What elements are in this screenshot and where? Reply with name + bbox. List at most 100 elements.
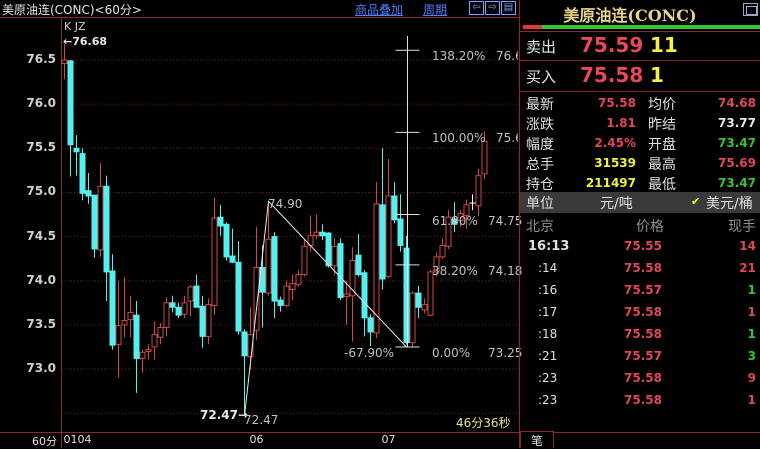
tick-price: 75.58: [624, 393, 662, 407]
stat-value: 75.58: [598, 96, 636, 110]
tick-volume: 1: [747, 305, 756, 319]
candle-down: [319, 231, 326, 237]
period-label: 60分: [32, 435, 57, 448]
unit-selector: 单位 元/吨 ✔ 美元/桶: [520, 192, 760, 213]
unit-label: 单位: [526, 196, 554, 212]
tick-volume: 1: [747, 283, 756, 297]
y-tick-label: 75.0: [26, 184, 56, 199]
swing-line: [244, 200, 407, 416]
candle-down: [271, 236, 278, 302]
candle-down: [109, 270, 116, 346]
fib-level-pct: 0.00%: [432, 345, 471, 360]
maximize-icon[interactable]: [743, 3, 758, 16]
tick-time: :17: [538, 305, 558, 319]
quote-title: 美原油连(CONC): [563, 6, 697, 25]
ticks-header-volume: 现手: [728, 219, 756, 235]
tick-price: 75.55: [624, 239, 662, 253]
y-tick-label: 74.0: [26, 272, 56, 287]
divider: [554, 432, 760, 433]
candle-down: [91, 194, 98, 250]
stat-label: 均价: [648, 97, 676, 113]
ticks-header-price: 价格: [636, 219, 664, 235]
tick-time: :23: [538, 393, 558, 407]
period-link[interactable]: 周期: [423, 3, 448, 17]
bid-label: 买入: [526, 68, 557, 86]
tick-time: 16:13: [528, 239, 570, 254]
stat-label: 开盘: [648, 137, 676, 153]
candle-up: [283, 285, 290, 306]
chart-header: 美原油连(CONC)<60分> 商品叠加 周期 ⇦ ⇨ ▤: [0, 0, 519, 18]
layout-icon[interactable]: ▤: [501, 1, 516, 15]
candle-up: [157, 327, 164, 338]
chart-title: 美原油连(CONC)<60分>: [2, 3, 142, 17]
fib-level-value: 75.6: [496, 131, 518, 146]
swing-low-label: 72.47: [244, 412, 279, 427]
x-tick-label: 0104: [63, 433, 92, 446]
y-tick-label: 76.5: [26, 52, 56, 66]
candle-up: [463, 204, 470, 216]
candle-up: [289, 282, 296, 291]
candle-up: [205, 304, 212, 337]
tick-volume: 3: [747, 349, 756, 363]
stat-value: 2.45%: [594, 136, 636, 150]
candle-down: [451, 218, 458, 225]
candle-down: [391, 195, 398, 221]
y-tick-label: 76.0: [26, 96, 56, 111]
candle-up: [421, 304, 428, 311]
unit-option-yuan-ton[interactable]: 元/吨: [600, 196, 633, 212]
candle-down: [175, 306, 182, 316]
tick-time: :16: [538, 283, 558, 297]
overlay-link[interactable]: 商品叠加: [355, 3, 404, 17]
candle-up: [439, 244, 446, 258]
unit-option-usd-barrel[interactable]: 美元/桶: [706, 196, 753, 212]
arrow-left-icon[interactable]: ⇦: [469, 1, 484, 15]
tick-price: 75.57: [624, 283, 662, 297]
countdown: 46分36秒: [456, 416, 511, 430]
candle-down: [217, 216, 224, 227]
arrow-right-icon[interactable]: ⇨: [485, 1, 500, 15]
stat-value: 74.68: [718, 96, 756, 110]
candlestick-chart[interactable]: [0, 0, 519, 448]
tick-volume: 21: [739, 261, 756, 275]
x-tick-label: 06: [249, 433, 264, 446]
candle-down: [223, 223, 230, 258]
candle-down: [397, 218, 404, 246]
candle-up: [373, 203, 380, 334]
stat-value: 73.47: [718, 136, 756, 150]
fib-level-pct: 38.20%: [432, 263, 478, 278]
candle-up: [427, 271, 434, 316]
stat-label: 涨跌: [526, 117, 554, 133]
y-tick-label: 73.5: [26, 316, 56, 331]
candle-up: [145, 349, 152, 352]
candle-down: [355, 254, 362, 276]
tick-price: 75.57: [624, 349, 662, 363]
bid-ask-ratio-bar: [523, 25, 760, 29]
bid-price: 75.58: [580, 63, 644, 87]
candle-up: [433, 256, 440, 273]
stat-value: 73.47: [718, 176, 756, 190]
candle-down: [169, 302, 176, 308]
candle-down: [67, 60, 74, 146]
y-tick-label: 74.5: [26, 228, 56, 243]
tab-trades[interactable]: 笔: [520, 431, 554, 448]
candle-down: [367, 317, 374, 333]
candle-up: [349, 259, 356, 297]
max-marker: ←76.68: [63, 35, 108, 48]
candle-up: [409, 292, 416, 344]
candle-down: [79, 153, 86, 194]
candle-up: [163, 302, 170, 329]
y-tick-label: 75.5: [26, 140, 56, 155]
candle-down: [241, 331, 248, 357]
candle-down: [85, 190, 92, 197]
y-tick-label: 73.0: [26, 361, 56, 376]
divider: [520, 31, 760, 32]
fib-level-pct: 100.00%: [432, 131, 486, 146]
candle-up: [343, 293, 350, 298]
min-marker: 72.47→: [200, 408, 249, 422]
candle-down: [361, 272, 368, 319]
candle-down: [277, 299, 284, 306]
tick-volume: 14: [739, 239, 756, 253]
ask-label: 卖出: [526, 38, 557, 56]
tick-time: :18: [538, 327, 558, 341]
tick-time: :21: [538, 349, 558, 363]
